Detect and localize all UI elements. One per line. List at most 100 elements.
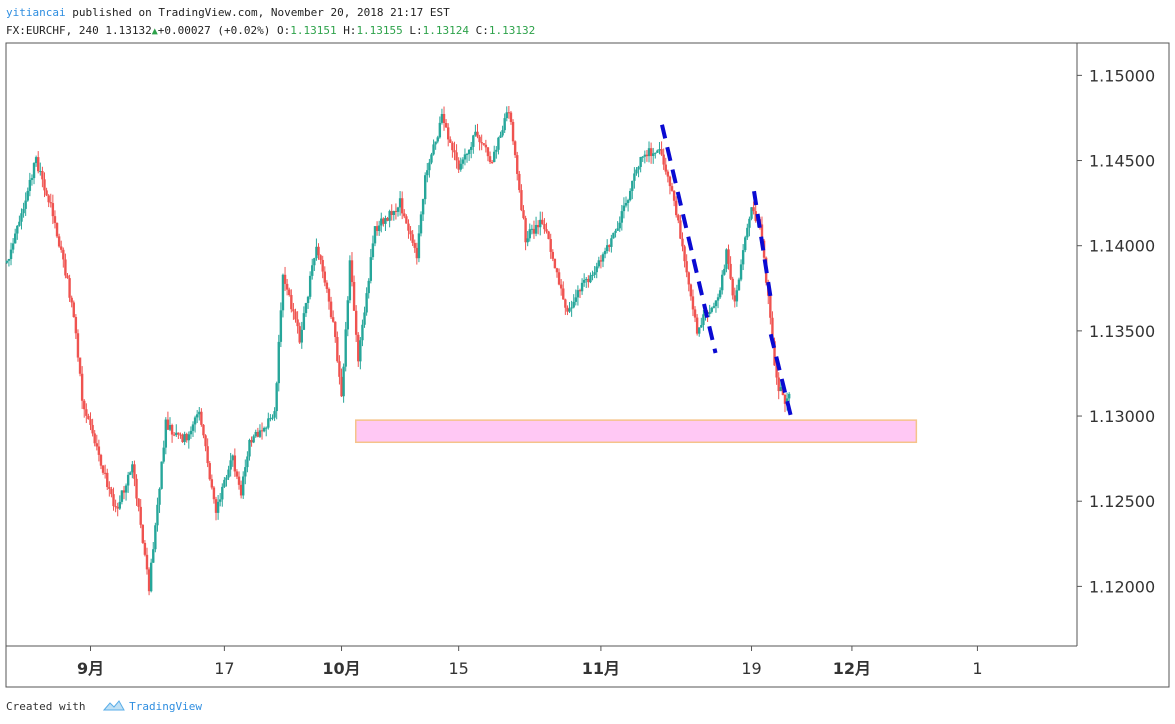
candle-body (624, 202, 628, 206)
candle-body (162, 447, 165, 462)
low-value: 1.13124 (422, 24, 470, 37)
candle-body (570, 307, 573, 309)
candle-body (733, 295, 736, 302)
candle-body (24, 200, 27, 209)
candle-body (91, 424, 94, 434)
candle-body (702, 314, 705, 326)
candle-body (319, 255, 322, 260)
candle-body (204, 435, 207, 447)
candle-body (447, 127, 450, 140)
candle-body (331, 317, 335, 322)
candle-body (614, 230, 617, 233)
tradingview-cloud-icon (103, 700, 125, 711)
projection-dashed-line[interactable] (768, 333, 794, 420)
candle-body (455, 152, 458, 161)
candle-body (413, 242, 416, 248)
candle-body (254, 431, 257, 437)
candle-body (359, 340, 362, 362)
candle-body (219, 499, 222, 502)
candle-body (618, 222, 621, 229)
candle-body (189, 430, 193, 435)
candle-body (87, 415, 90, 420)
candle-body (530, 228, 534, 230)
candle-body (269, 418, 272, 420)
candle-body (248, 439, 251, 457)
candle-body (482, 143, 485, 145)
time-tick-label: 19 (741, 659, 761, 678)
candle-body (354, 310, 358, 335)
candle-body (417, 233, 421, 259)
candle-body (317, 246, 320, 256)
candle-body (396, 207, 400, 212)
support-zone-rectangle[interactable] (354, 419, 918, 444)
candle-body (430, 154, 433, 163)
candle-body (80, 373, 84, 401)
chart-frame (5, 42, 1170, 688)
projection-dashed-line[interactable] (660, 124, 718, 354)
candle-body (603, 251, 607, 255)
candle-body (599, 260, 603, 262)
candle-body (114, 506, 117, 508)
candle-body (461, 159, 465, 164)
price-axis[interactable]: 1.15000 1.14500 1.14000 1.13500 1.13000 1.125… (1077, 66, 1155, 596)
candle-body (744, 237, 747, 251)
price-tick-label: 1.14000 (1089, 237, 1155, 256)
candle-body (198, 411, 201, 415)
candle-body (442, 113, 446, 123)
candle-body (474, 131, 477, 136)
candle-body (394, 211, 398, 213)
candle-body (654, 152, 657, 154)
candle-body (476, 131, 479, 137)
candle-body (572, 301, 575, 308)
candle-body (135, 478, 138, 499)
candle-body (610, 238, 613, 247)
candle-body (656, 150, 659, 153)
author-name[interactable]: yitiancai (6, 6, 66, 19)
candle-body (637, 166, 640, 170)
candle-body (41, 171, 44, 180)
candle-body (737, 279, 741, 291)
time-axis[interactable]: 9月 17 10月 15 11月 19 12月 1 (77, 646, 983, 678)
candle-body (265, 427, 268, 429)
candle-body (421, 199, 425, 215)
candle-body (294, 311, 297, 320)
candle-body (373, 226, 377, 244)
candle-body (505, 112, 508, 119)
candle-body (585, 278, 588, 280)
candle-body (72, 302, 75, 318)
tradingview-brand[interactable]: TradingView (129, 700, 202, 713)
candle-body (361, 324, 364, 341)
candle-body (589, 275, 592, 283)
candle-body (156, 504, 159, 526)
projection-layer (660, 124, 794, 420)
candle-body (718, 290, 722, 298)
candle-body (693, 309, 697, 318)
candle-body (37, 157, 40, 172)
candle-body (777, 377, 780, 392)
candle-body (51, 203, 55, 217)
candle-body (45, 190, 48, 196)
candle-body (626, 200, 630, 203)
time-tick-label: 17 (214, 659, 234, 678)
candle-body (225, 477, 228, 480)
candle-body (639, 156, 642, 167)
candle-body (262, 427, 266, 432)
candle-body (53, 216, 57, 223)
candle-body (252, 436, 255, 443)
candle-body (340, 376, 343, 397)
candle-body (672, 190, 676, 201)
candle-body (532, 228, 536, 234)
candle-body (357, 334, 360, 362)
candle-body (260, 430, 264, 432)
projection-dashed-line[interactable] (752, 190, 773, 299)
candle-body (377, 225, 381, 232)
candle-body (658, 149, 661, 151)
candle-body (20, 213, 23, 222)
candle-body (727, 249, 730, 264)
candle-body (288, 289, 291, 295)
candle-body (407, 223, 410, 231)
candle-body (405, 216, 408, 224)
candle-body (14, 233, 17, 244)
candle-body (616, 228, 619, 231)
